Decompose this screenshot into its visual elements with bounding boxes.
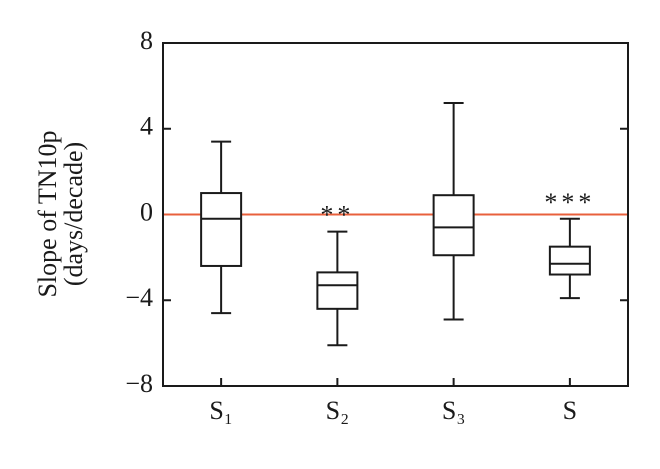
box bbox=[316, 271, 359, 310]
y-axis-title: Slope of TN10p (days/decade) bbox=[33, 130, 88, 297]
annotation: ** bbox=[320, 201, 354, 230]
x-tick-label: S₂ bbox=[326, 396, 350, 425]
y-tick-label: −4 bbox=[125, 283, 153, 312]
x-tick-label: S bbox=[563, 396, 577, 425]
y-tick-label: 8 bbox=[140, 26, 153, 55]
annotation: *** bbox=[544, 188, 595, 217]
y-tick-label: 0 bbox=[140, 197, 153, 226]
y-tick-label: 4 bbox=[140, 112, 153, 141]
box bbox=[432, 194, 475, 257]
y-axis-title-line: Slope of TN10p bbox=[33, 130, 62, 297]
y-axis-title-line: (days/decade) bbox=[59, 142, 88, 286]
box bbox=[200, 192, 243, 267]
box bbox=[548, 245, 591, 276]
x-tick-label: S₃ bbox=[442, 396, 466, 425]
y-tick-label: −8 bbox=[125, 369, 153, 398]
x-tick-label: S₁ bbox=[209, 396, 233, 425]
